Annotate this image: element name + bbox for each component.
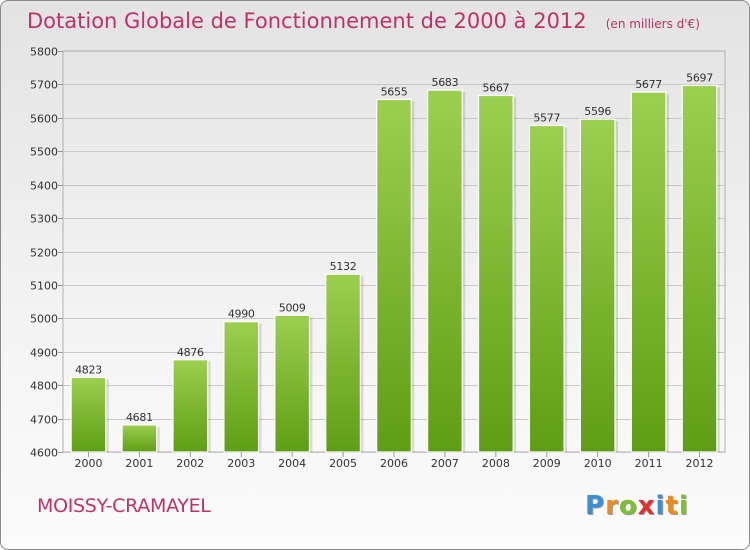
bar-value-label: 5132 <box>330 260 357 273</box>
bar-value-label: 4823 <box>75 363 102 376</box>
bar-value-label: 4681 <box>126 411 153 424</box>
bar <box>528 124 565 453</box>
x-tick-label: 2000 <box>74 457 102 470</box>
bar-value-label: 5683 <box>432 76 459 89</box>
x-tick-label: 2008 <box>482 457 510 470</box>
bar-value-label: 5655 <box>381 85 408 98</box>
bar <box>376 98 412 453</box>
logo-letter: r <box>605 491 619 521</box>
y-tick-label: 5600 <box>30 113 58 126</box>
logo-letter: P <box>585 491 606 521</box>
x-tick-label: 2011 <box>635 457 663 470</box>
x-tick-label: 2005 <box>329 457 357 470</box>
bar-value-label: 4990 <box>228 308 255 321</box>
bar <box>630 91 667 453</box>
bar <box>172 359 209 453</box>
x-tick-label: 2003 <box>227 457 255 470</box>
unit-note: (en milliers d'€) <box>605 17 700 31</box>
y-tick-label: 5400 <box>30 180 58 193</box>
y-tick-label: 5200 <box>30 247 58 260</box>
x-tick-label: 2004 <box>278 457 306 470</box>
bar <box>477 94 514 453</box>
x-tick-label: 2001 <box>125 457 153 470</box>
logo-letter: t <box>665 491 679 521</box>
bar <box>274 314 311 453</box>
y-tick-label: 4800 <box>30 380 58 393</box>
y-tick-label: 4700 <box>30 414 58 427</box>
bar <box>70 376 107 453</box>
bar <box>121 424 158 453</box>
chart-title-block: Dotation Globale de Fonctionnement de 20… <box>27 9 700 33</box>
y-tick-label: 4600 <box>30 447 58 460</box>
y-tick-label: 5000 <box>30 313 58 326</box>
y-tick-label: 5800 <box>30 46 58 59</box>
bar-value-label: 5667 <box>482 81 509 94</box>
bar <box>325 273 361 453</box>
y-tick-label: 4900 <box>30 347 58 360</box>
bar-value-label: 4876 <box>177 346 204 359</box>
x-tick-label: 2002 <box>176 457 204 470</box>
x-tick-label: 2012 <box>686 457 714 470</box>
x-tick-label: 2006 <box>380 457 408 470</box>
y-tick-label: 5500 <box>30 146 58 159</box>
y-tick-label: 5700 <box>30 79 58 92</box>
chart-title: Dotation Globale de Fonctionnement de 20… <box>27 9 587 33</box>
x-tick-label: 2010 <box>584 457 612 470</box>
x-tick-label: 2009 <box>533 457 561 470</box>
x-tick-label: 2007 <box>431 457 459 470</box>
bar-value-label: 5596 <box>584 105 611 118</box>
y-tick-label: 5100 <box>30 280 58 293</box>
logo-letter: i <box>655 491 666 521</box>
proxiti-logo: Proxiti <box>585 491 689 521</box>
bar-value-label: 5697 <box>686 71 713 84</box>
bar-value-label: 5009 <box>279 301 306 314</box>
commune-name: MOISSY-CRAMAYEL <box>37 495 211 517</box>
bar <box>427 89 463 453</box>
logo-letter: o <box>618 491 638 521</box>
bar <box>223 321 260 453</box>
y-tick-label: 5300 <box>30 213 58 226</box>
logo-letter: i <box>678 491 689 521</box>
bar <box>579 118 616 453</box>
bar-value-label: 5677 <box>635 78 662 91</box>
logo-letter: x <box>637 491 656 521</box>
bar-value-label: 5577 <box>533 112 560 125</box>
bar <box>681 84 718 453</box>
